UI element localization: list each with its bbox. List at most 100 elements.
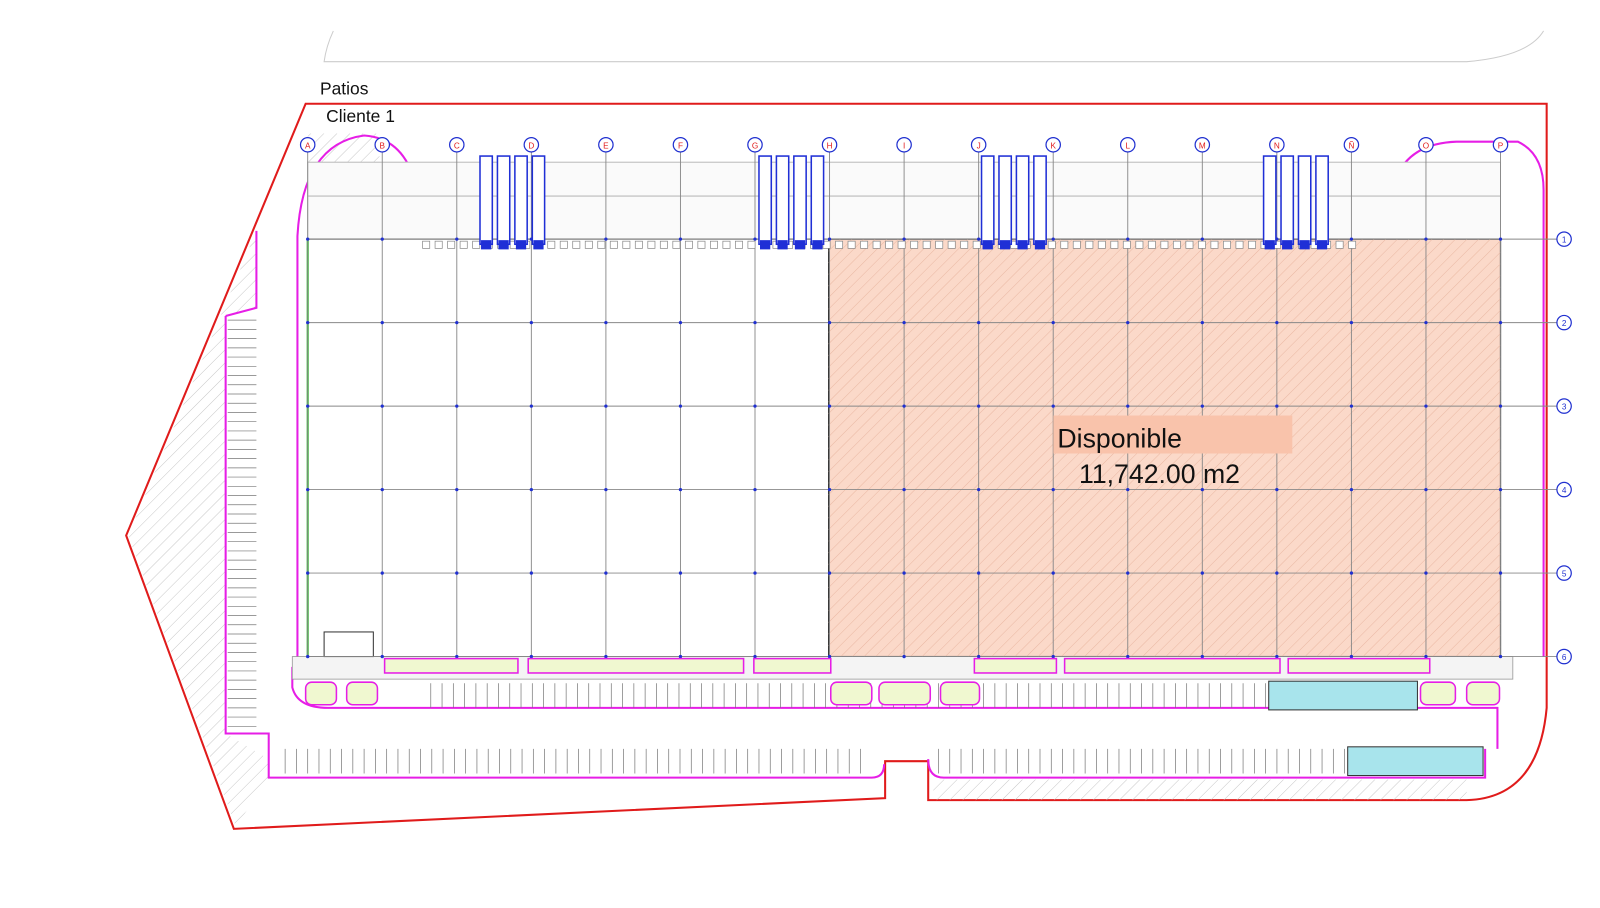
- column-axis-label: J: [977, 141, 981, 150]
- dock-door: [922, 240, 931, 249]
- dock-door: [597, 240, 606, 249]
- dock-door: [1160, 240, 1169, 249]
- column-node: [678, 571, 683, 575]
- column-node: [1498, 654, 1503, 659]
- street-edge: [323, 30, 1545, 63]
- column-bubble: [672, 136, 689, 153]
- column-bubble: [1045, 136, 1061, 153]
- column-node: [1498, 571, 1503, 575]
- dock-door: [1335, 240, 1344, 249]
- column-node: [1349, 487, 1354, 492]
- column-axis-label: N: [1274, 141, 1280, 150]
- row-bubble: [1556, 398, 1572, 414]
- row-bubble: [1556, 648, 1572, 665]
- area-status: Disponible: [1057, 423, 1181, 453]
- truck-cab: [533, 240, 544, 250]
- column-node: [1275, 404, 1279, 408]
- column-node: [1424, 654, 1428, 659]
- dock-door: [735, 240, 743, 249]
- dock-door: [1135, 240, 1144, 249]
- column-node: [1424, 237, 1428, 241]
- column-axis-label: E: [603, 141, 609, 150]
- planter: [878, 681, 932, 706]
- column-node: [1275, 320, 1279, 325]
- column-node: [902, 487, 906, 492]
- row-bubble: [1556, 231, 1572, 247]
- column-node: [1126, 654, 1130, 659]
- truck: [810, 155, 825, 246]
- column-node: [380, 320, 384, 325]
- column-bubble: [1343, 136, 1360, 153]
- column-node: [529, 487, 533, 492]
- row-bubble: [1556, 481, 1572, 498]
- column-axis-label: A: [305, 141, 311, 150]
- dock-door: [1248, 240, 1256, 249]
- planter: [829, 681, 873, 706]
- area-label-box: [1053, 415, 1293, 454]
- column-node: [1349, 404, 1354, 408]
- column-node: [604, 404, 608, 408]
- column-node: [977, 487, 981, 492]
- dock-door: [697, 240, 706, 249]
- column-node: [1126, 571, 1130, 575]
- dock-door: [1047, 240, 1056, 249]
- column-node: [306, 654, 310, 659]
- dock-door: [847, 240, 856, 249]
- planter: [304, 681, 338, 706]
- column-bubble: [747, 136, 763, 153]
- truck-cab: [777, 240, 788, 250]
- column-node: [1051, 571, 1055, 575]
- truck: [998, 155, 1013, 246]
- dock-door: [459, 240, 468, 249]
- column-node: [306, 487, 310, 492]
- column-node: [306, 571, 310, 575]
- column-node: [977, 654, 981, 659]
- landscape-area: [933, 779, 1467, 801]
- column-node: [1051, 487, 1055, 492]
- column-node: [529, 320, 533, 325]
- dock-door: [1223, 240, 1231, 249]
- column-node: [1200, 571, 1204, 575]
- truck-cab: [982, 240, 993, 250]
- parking-cover: [1268, 680, 1418, 711]
- column-node: [455, 487, 459, 492]
- column-node: [455, 654, 459, 659]
- column-node: [1498, 237, 1503, 241]
- column-axis-label: G: [752, 141, 758, 150]
- dock-door: [622, 240, 631, 249]
- planter: [1287, 657, 1431, 674]
- dock-door: [1210, 240, 1219, 249]
- dock-door: [1072, 240, 1081, 249]
- area-size: 11,742.00 m2: [1079, 459, 1240, 489]
- planter: [973, 657, 1058, 674]
- column-node: [1275, 571, 1279, 575]
- planter: [1419, 681, 1457, 706]
- dock-door: [972, 240, 981, 249]
- landscape-area: [128, 230, 269, 827]
- column-bubble: [821, 136, 838, 153]
- column-node: [529, 571, 533, 575]
- column-node: [1051, 404, 1055, 408]
- dock-door: [885, 240, 894, 249]
- dock-door: [872, 240, 881, 249]
- column-node: [1126, 237, 1130, 241]
- dock-door: [860, 240, 869, 249]
- dock-door: [609, 240, 618, 249]
- dock-door: [935, 240, 944, 249]
- column-node: [1349, 320, 1354, 325]
- office: [323, 631, 374, 658]
- row-axis-label: 6: [1562, 653, 1567, 662]
- dock-door: [1097, 240, 1106, 249]
- planter: [1465, 681, 1501, 706]
- dock-door: [647, 240, 656, 249]
- truck-cab: [1017, 240, 1028, 250]
- column-node: [1126, 404, 1130, 408]
- column-node: [1349, 571, 1354, 575]
- row-bubble: [1556, 565, 1572, 581]
- column-node: [1275, 487, 1279, 492]
- dock-door: [1235, 240, 1244, 249]
- column-axis-label: D: [528, 141, 534, 150]
- dock-door: [1085, 240, 1094, 249]
- site-boundary: [125, 102, 1548, 830]
